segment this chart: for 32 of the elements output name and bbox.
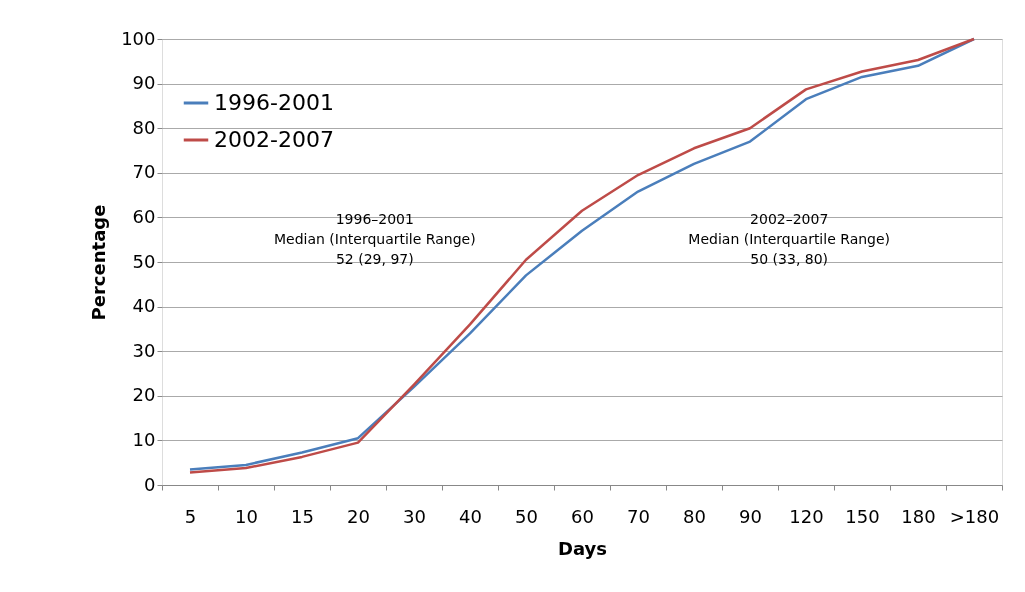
x-tick-label: 80 xyxy=(683,505,706,527)
x-tick-label: 180 xyxy=(901,505,936,527)
x-tick-label: 70 xyxy=(627,505,650,527)
y-tick-label: 90 xyxy=(132,72,156,94)
y-tick-label: 80 xyxy=(132,116,156,138)
x-tick-label: 40 xyxy=(459,505,482,527)
legend-label: 2002-2007 xyxy=(214,127,334,152)
x-tick-label: >180 xyxy=(949,505,1000,527)
y-tick-label: 30 xyxy=(132,339,156,361)
x-tick-label: 15 xyxy=(291,505,314,527)
y-tick-label: 0 xyxy=(144,473,156,495)
x-tick-label: 10 xyxy=(235,505,258,527)
y-tick-label: 20 xyxy=(132,384,156,406)
annotation: 2002–2007 Median (Interquartile Range) 50 (33, 80) xyxy=(688,210,891,267)
x-axis-title: Days xyxy=(558,537,607,559)
y-tick-label: 10 xyxy=(132,428,156,450)
x-tick-label: 30 xyxy=(403,505,426,527)
x-tick-label: 150 xyxy=(845,505,880,527)
x-tick-label: 90 xyxy=(739,505,762,527)
y-tick-label: 50 xyxy=(132,250,156,272)
annotation: 1996–2001 Median (Interquartile Range) 52 (29, 97) xyxy=(273,210,476,267)
legend-label: 1996-2001 xyxy=(214,90,334,115)
y-tick-label: 40 xyxy=(132,295,156,317)
x-tick-label: 60 xyxy=(571,505,594,527)
x-tick-label: 20 xyxy=(347,505,370,527)
y-axis-title: Percentage xyxy=(88,204,110,321)
x-tick-label: 50 xyxy=(515,505,538,527)
x-tick-label: 120 xyxy=(789,505,824,527)
x-tick-label: 5 xyxy=(184,505,197,527)
y-tick-label: 70 xyxy=(132,161,156,183)
y-tick-label: 100 xyxy=(121,27,156,49)
y-tick-label: 60 xyxy=(132,205,156,227)
